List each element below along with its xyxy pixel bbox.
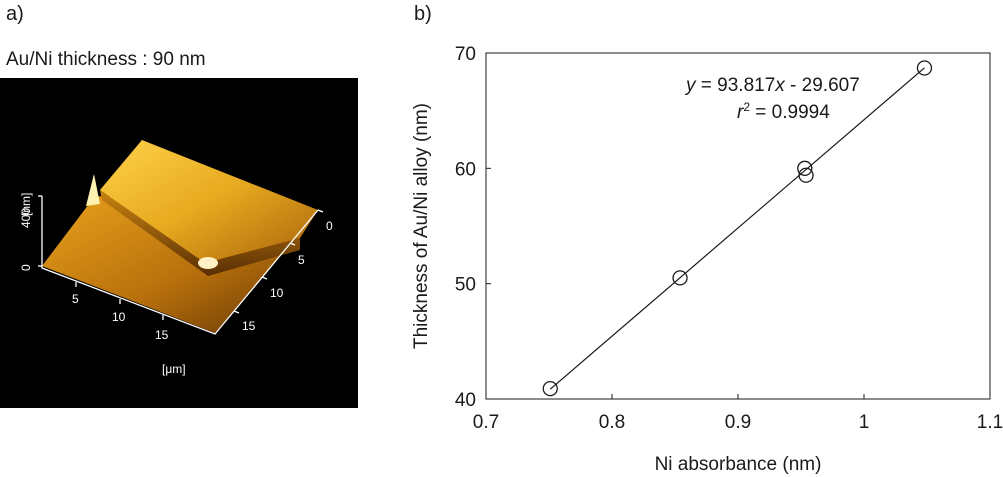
data-point — [798, 167, 814, 183]
r2-sup: 2 — [743, 100, 750, 114]
afm-z-tick: 0 — [19, 264, 33, 271]
afm-y-tick: 10 — [270, 286, 284, 300]
y-tick-label: 60 — [455, 159, 476, 180]
eq-coef: = 93.817 — [696, 75, 776, 96]
x-tick-label: 0.7 — [473, 412, 499, 433]
y-tick-label: 40 — [455, 390, 476, 411]
y-tick-label: 50 — [455, 275, 476, 296]
afm-film-edge — [100, 190, 300, 276]
panel-a-label: a) — [6, 3, 24, 25]
data-point — [797, 160, 813, 176]
y-tick-label: 70 — [455, 44, 476, 65]
afm-y-tick: 5 — [298, 253, 305, 267]
afm-caption: Au/Ni thickness : 90 nm — [6, 49, 206, 70]
x-tick-label: 0.8 — [599, 412, 625, 433]
afm-spike — [86, 174, 100, 206]
r2-value: = 0.9994 — [750, 102, 830, 123]
x-tick-label: 1.1 — [977, 412, 1003, 433]
r2-r: r — [737, 102, 744, 123]
afm-y-tick: 15 — [242, 319, 256, 333]
y-axis-label: Thickness of Au/Ni alloy (nm) — [411, 103, 432, 349]
data-point — [916, 60, 933, 76]
afm-bright-spot — [198, 257, 218, 269]
afm-z-tick: 400 — [19, 208, 33, 228]
x-tick-label: 0.9 — [725, 412, 751, 433]
r-squared: r2 = 0.9994 — [737, 100, 830, 123]
regression-line — [549, 67, 925, 390]
axis-ticks: 0.7 0.8 0.9 1 1.1 40 50 60 70 — [455, 44, 1003, 433]
afm-image: [nm] 400 0 5 10 15 0 5 10 15 [μm] — [0, 78, 358, 408]
data-point — [542, 380, 558, 397]
afm-y-tick: 0 — [326, 219, 333, 233]
afm-x-tick: 15 — [155, 328, 169, 342]
fit-equation: y = 93.817x - 29.607 — [684, 75, 860, 96]
afm-axes — [38, 195, 324, 335]
eq-intercept: - 29.607 — [785, 75, 860, 96]
afm-x-tick: 5 — [72, 292, 79, 306]
data-points — [542, 60, 933, 397]
x-tick-label: 1 — [859, 412, 870, 433]
afm-surface-render: [nm] 400 0 5 10 15 0 5 10 15 [μm] — [19, 140, 333, 376]
panel-b-label: b) — [414, 3, 432, 25]
afm-unit-label: [μm] — [162, 362, 186, 376]
afm-z-axis-label: [nm] — [19, 193, 33, 216]
data-point — [672, 270, 688, 286]
eq-x: x — [774, 75, 786, 96]
afm-film — [100, 140, 318, 263]
eq-y: y — [684, 75, 697, 96]
x-axis-label: Ni absorbance (nm) — [655, 454, 822, 475]
fit-line — [549, 67, 925, 390]
afm-x-tick: 10 — [112, 310, 126, 324]
